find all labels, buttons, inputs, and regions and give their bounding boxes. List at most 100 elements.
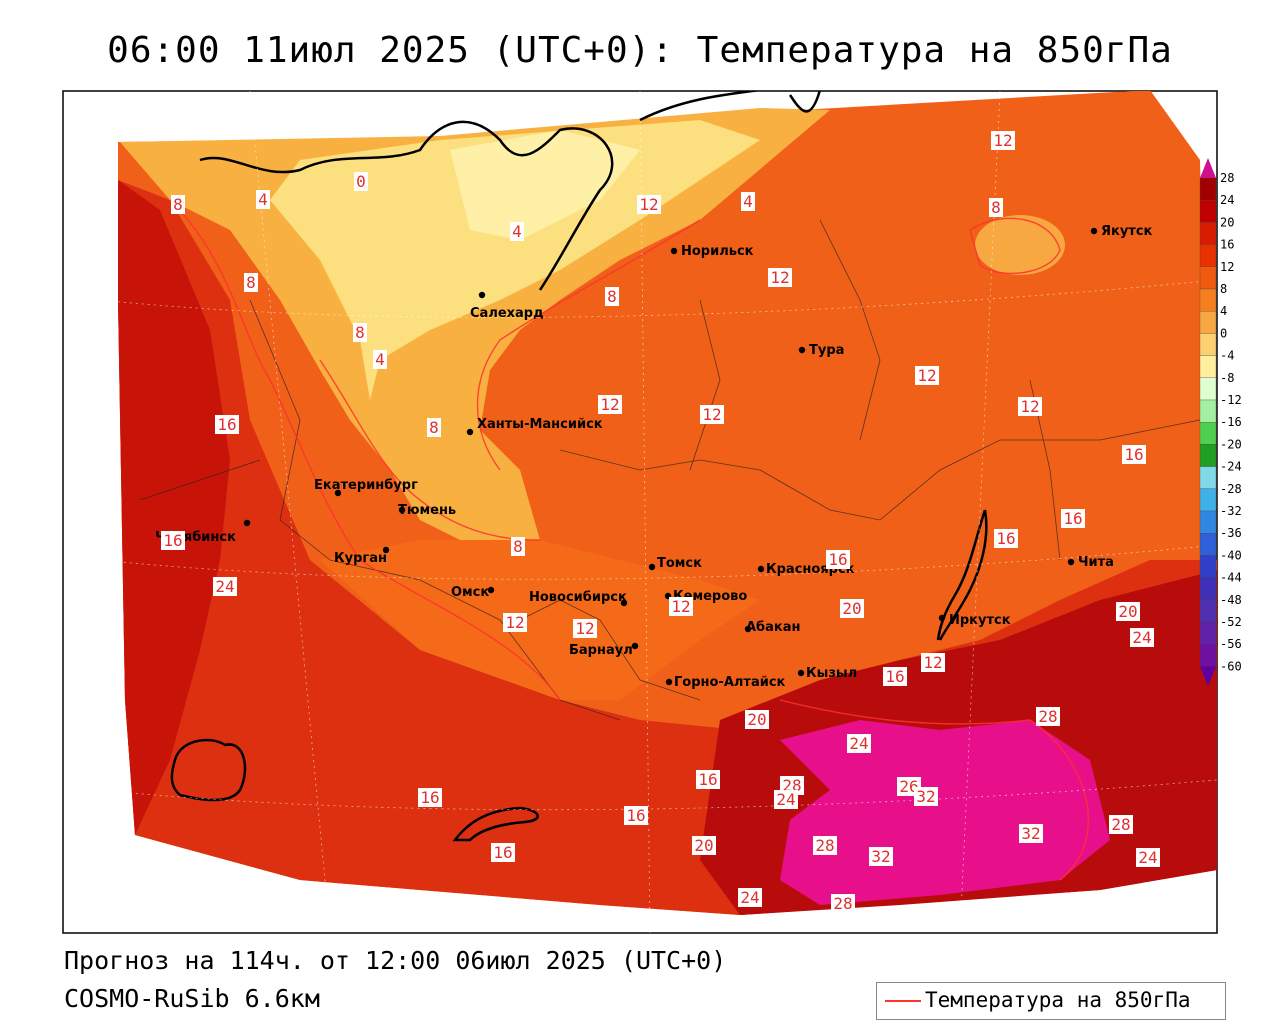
isotherm-label-box <box>840 599 864 618</box>
city-dot <box>478 291 486 299</box>
isotherm-label-box <box>826 550 850 569</box>
map-title: 06:00 11июл 2025 (UTC+0): Температура на… <box>107 30 1173 71</box>
city-label: Якутск <box>1101 224 1153 239</box>
isotherm-label: 12 <box>639 195 658 214</box>
isotherm-label-box <box>921 653 945 672</box>
city-label: Новосибирск <box>529 590 627 605</box>
isotherm-label: 32 <box>871 847 890 866</box>
isotherm-label: 4 <box>258 190 268 209</box>
colorbar-swatch <box>1199 222 1217 245</box>
city-dot <box>382 546 390 554</box>
isotherm-label: 24 <box>740 888 759 907</box>
colorbar-swatch <box>1199 510 1217 534</box>
colorbar-top-arrow <box>1200 158 1216 178</box>
isotherm-label-box <box>373 350 387 369</box>
city-label: Чита <box>1078 555 1114 570</box>
isotherm-label-box <box>1130 628 1154 647</box>
isotherm-label: 12 <box>671 597 690 616</box>
isotherm-label-box <box>637 195 661 214</box>
isotherm-label-box <box>256 190 270 209</box>
colorbar-swatch <box>1199 599 1217 623</box>
isotherm-label: 26 <box>899 777 918 796</box>
isotherm-label: 16 <box>217 415 236 434</box>
isotherm-label-box <box>427 418 441 437</box>
colorbar: 28 24 20 16 12 8 4 0 -4 -8 -12 -16 -20 -24 -28 -32 -36 -4… <box>1199 158 1242 687</box>
isotherm-label-box <box>598 395 622 414</box>
isotherm-label: 8 <box>246 273 256 292</box>
isotherm-label: 12 <box>505 613 524 632</box>
isotherm-label-box <box>869 847 893 866</box>
city-label: Омск <box>451 585 489 600</box>
colorbar-tick-label: 12 <box>1220 260 1234 274</box>
city-label: Тюмень <box>398 503 456 518</box>
city-dot <box>243 519 251 527</box>
isotherm-label: 16 <box>885 667 904 686</box>
city-label: Салехард <box>470 306 544 321</box>
colorbar-tick-label: 16 <box>1220 238 1234 252</box>
isotherm-label: 20 <box>1118 602 1137 621</box>
isotherm-label: 4 <box>375 350 385 369</box>
isotherm-label: 12 <box>600 395 619 414</box>
isotherm-label-box <box>1061 509 1085 528</box>
city-dot <box>398 506 406 514</box>
isotherm-label-box <box>354 172 368 191</box>
isotherm-label-box <box>994 529 1018 548</box>
colorbar-tick-label: -36 <box>1220 526 1242 540</box>
colorbar-tick-label: -12 <box>1220 393 1242 407</box>
isotherm-label-box <box>605 287 619 306</box>
legend-label: Температура на 850гПа <box>925 988 1191 1012</box>
isotherm-label: 20 <box>747 710 766 729</box>
isotherm-label-box <box>1122 445 1146 464</box>
city-markers: Якутск Норильск Салехард Тура Ханты-Мансийск… <box>155 224 1153 690</box>
isotherm-label: 12 <box>575 619 594 638</box>
isotherm-label-box <box>573 619 597 638</box>
isotherm-label: 20 <box>694 836 713 855</box>
isotherm-label: 4 <box>512 222 522 241</box>
model-name: COSMO-RuSib 6.6км <box>64 984 320 1013</box>
isotherm-label-box <box>914 787 938 806</box>
colorbar-swatch <box>1199 177 1217 201</box>
isotherm-label-box <box>1116 602 1140 621</box>
isotherm-label-box <box>768 268 792 287</box>
isotherm-label-box <box>696 770 720 789</box>
colorbar-swatch <box>1199 555 1217 578</box>
isotherm-label-box <box>1109 815 1133 834</box>
city-dot <box>670 247 678 255</box>
city-label: Екатеринбург <box>314 478 418 493</box>
isotherm-lines <box>169 199 1090 881</box>
isotherm-label-box <box>624 806 648 825</box>
legend-line-swatch <box>885 1000 921 1002</box>
isotherm-label: 8 <box>607 287 617 306</box>
city-label: Ханты-Мансийск <box>477 417 603 432</box>
isotherm-label: 0 <box>356 172 366 191</box>
isotherm-label: 12 <box>993 131 1012 150</box>
isotherm-label-box <box>991 131 1015 150</box>
isotherm-label-box <box>700 405 724 424</box>
colorbar-tick-label: -40 <box>1220 548 1242 562</box>
legend: Температура на 850гПа <box>876 982 1226 1020</box>
isotherm-label: 12 <box>1020 397 1039 416</box>
isotherm-label: 8 <box>355 323 365 342</box>
isotherm-label: 16 <box>996 529 1015 548</box>
colorbar-tick-label: -24 <box>1220 460 1242 474</box>
isotherm-label: 8 <box>173 195 183 214</box>
city-dot <box>620 599 628 607</box>
colorbar-tick-label: -44 <box>1220 571 1242 585</box>
colorbar-swatch <box>1199 422 1217 445</box>
isotherm-label-box <box>1018 397 1042 416</box>
isotherm-label: 28 <box>833 894 852 913</box>
isotherm-label: 16 <box>1063 509 1082 528</box>
city-label: Курган <box>334 551 387 566</box>
colorbar-bottom-arrow <box>1200 666 1216 687</box>
isotherm-label-box <box>503 613 527 632</box>
isotherm-label-box <box>491 843 515 862</box>
colorbar-tick-label: -4 <box>1220 349 1234 363</box>
isotherm-label: 8 <box>991 198 1001 217</box>
isotherm-label: 28 <box>1111 815 1130 834</box>
colorbar-tick-label: -28 <box>1220 482 1242 496</box>
isotherm-label-box <box>813 836 837 855</box>
isotherm-label-box <box>1019 824 1043 843</box>
isotherm-label: 20 <box>842 599 861 618</box>
colorbar-tick-label: 0 <box>1220 326 1227 340</box>
